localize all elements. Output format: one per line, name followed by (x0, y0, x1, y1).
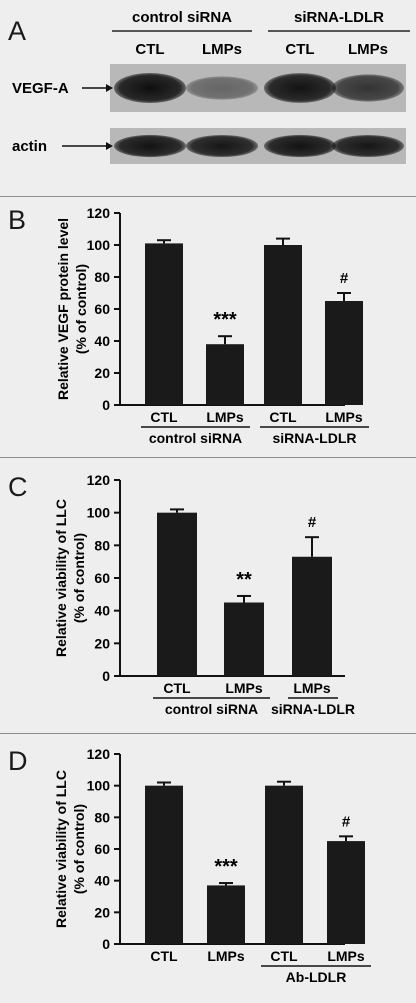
panel-c: C Relative viability of LLC (% of control… (0, 458, 416, 733)
y-axis-label: Relative VEGF protein level (55, 218, 71, 400)
group-label: control siRNA (165, 701, 258, 717)
x-tick-label: CTL (150, 409, 178, 425)
x-tick-label: LMPs (225, 680, 263, 696)
x-tick-label: LMPs (325, 409, 363, 425)
bar (145, 785, 183, 944)
bar (265, 785, 303, 944)
group-label: Ab-LDLR (286, 969, 347, 985)
x-tick-label: CTL (270, 948, 298, 964)
y-tick-label: 100 (87, 505, 111, 521)
y-tick-label: 40 (94, 873, 110, 889)
x-tick-label: LMPs (327, 948, 365, 964)
significance-marker: # (308, 514, 317, 531)
significance-marker: ** (236, 569, 252, 591)
blot-band (186, 134, 258, 158)
group-label: control siRNA (149, 430, 242, 446)
y-axis-label: Relative viability of LLC (53, 770, 69, 928)
y-tick-label: 80 (94, 269, 110, 285)
blot-lane-label: LMPs (202, 41, 242, 58)
panel-d: D Relative viability of LLC (% of control… (0, 734, 416, 1003)
blot-band (114, 134, 186, 158)
bar (327, 841, 365, 944)
y-axis-label: Relative viability of LLC (53, 499, 69, 657)
blot-band (264, 134, 336, 158)
y-tick-label: 60 (94, 301, 110, 317)
x-tick-label: CTL (150, 948, 178, 964)
y-axis-label: (% of control) (73, 264, 89, 354)
y-tick-label: 120 (87, 205, 111, 221)
y-tick-label: 40 (94, 333, 110, 349)
blot-lane-label: CTL (135, 41, 164, 58)
y-tick-label: 120 (87, 472, 111, 488)
blot-arrow-head (106, 142, 113, 150)
panel-letter-c: C (8, 472, 28, 502)
y-tick-label: 80 (94, 537, 110, 553)
y-axis-label: (% of control) (71, 533, 87, 623)
y-tick-label: 100 (87, 778, 111, 794)
bar (292, 556, 332, 676)
panel-a: A control siRNA siRNA-LDLR CTL LMPs CTL LMPs V… (0, 0, 416, 196)
blot-lane-label: CTL (285, 41, 314, 58)
y-tick-label: 40 (94, 603, 110, 619)
blot-lane-label: LMPs (348, 41, 388, 58)
y-tick-label: 0 (102, 936, 110, 952)
significance-marker: # (340, 270, 349, 287)
x-tick-label: LMPs (207, 948, 245, 964)
y-tick-label: 100 (87, 237, 111, 253)
bar (264, 245, 302, 405)
group-label: siRNA-LDLR (271, 701, 355, 717)
y-tick-label: 120 (87, 746, 111, 762)
blot-band (114, 72, 186, 104)
y-tick-label: 0 (102, 397, 110, 413)
y-tick-label: 20 (94, 904, 110, 920)
blot-band (264, 73, 336, 103)
y-tick-label: 20 (94, 635, 110, 651)
x-tick-label: CTL (269, 409, 297, 425)
y-axis-label: (% of control) (71, 804, 87, 894)
viability-sirna-bar-chart: Relative viability of LLC (% of control) 0… (53, 472, 355, 717)
significance-marker: *** (213, 309, 237, 331)
bar (207, 885, 245, 944)
blot-band (332, 74, 404, 102)
viability-antibody-bar-chart: Relative viability of LLC (% of control) 0… (53, 746, 371, 985)
group-label: siRNA-LDLR (273, 430, 357, 446)
western-blot: control siRNA siRNA-LDLR CTL LMPs CTL LMPs VEG… (12, 9, 410, 164)
panel-letter-a: A (8, 16, 27, 46)
x-tick-label: LMPs (293, 680, 331, 696)
x-tick-label: LMPs (206, 409, 244, 425)
y-tick-label: 80 (94, 809, 110, 825)
y-tick-label: 60 (94, 570, 110, 586)
x-tick-label: CTL (163, 680, 191, 696)
panel-letter-b: B (8, 205, 27, 235)
bar (325, 301, 363, 405)
bar (206, 344, 244, 405)
panel-divider (0, 196, 416, 197)
y-tick-label: 20 (94, 365, 110, 381)
y-tick-label: 0 (102, 668, 110, 684)
blot-group-label: control siRNA (132, 9, 232, 26)
blot-row-label: VEGF-A (12, 80, 69, 97)
blot-band (186, 76, 258, 100)
blot-arrow-head (106, 84, 113, 92)
panel-b: B Relative VEGF protein level (% of contr… (0, 197, 416, 457)
panel-letter-d: D (8, 746, 28, 776)
significance-marker: *** (214, 856, 238, 878)
vegf-bar-chart: Relative VEGF protein level (% of control… (55, 205, 369, 446)
panel-divider (0, 457, 416, 458)
bar (145, 243, 183, 405)
y-tick-label: 60 (94, 841, 110, 857)
blot-group-label: siRNA-LDLR (294, 9, 384, 26)
panel-divider (0, 733, 416, 734)
blot-band (332, 134, 404, 158)
blot-row-label: actin (12, 138, 47, 155)
bar (224, 602, 264, 676)
bar (157, 512, 197, 676)
significance-marker: # (342, 813, 351, 830)
